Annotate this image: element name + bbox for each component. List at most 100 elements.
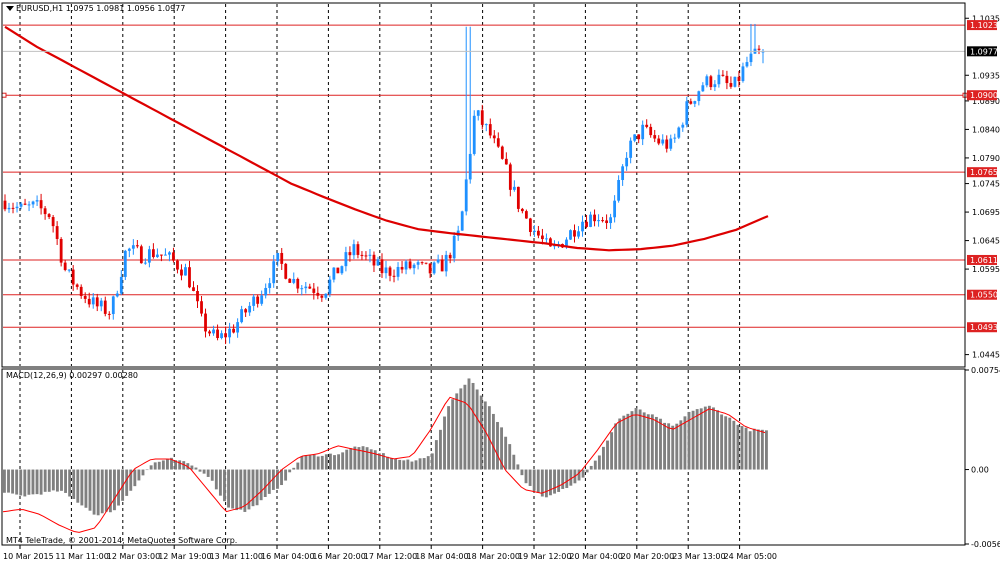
macd-histogram-bar bbox=[76, 469, 80, 503]
candle-body bbox=[95, 297, 99, 307]
price-tick-label: 1.0745 bbox=[972, 180, 1000, 189]
candle-body bbox=[460, 211, 464, 231]
macd-histogram-bar bbox=[377, 453, 381, 470]
candle-body bbox=[432, 262, 436, 274]
macd-histogram-bar bbox=[553, 469, 556, 494]
chart-menu-triangle-icon[interactable] bbox=[6, 6, 14, 11]
candle-body bbox=[701, 85, 705, 92]
macd-histogram-bar bbox=[394, 458, 398, 470]
macd-histogram-bar bbox=[463, 384, 467, 470]
macd-histogram-bar bbox=[210, 469, 214, 481]
level-price-tag: 1.0550 bbox=[967, 289, 998, 300]
macd-histogram-bar bbox=[88, 469, 92, 511]
macd-histogram-bar bbox=[508, 444, 512, 470]
macd-histogram-bar bbox=[255, 469, 259, 506]
candle-body bbox=[641, 124, 645, 140]
candle-body bbox=[19, 203, 23, 207]
macd-histogram-bar bbox=[64, 469, 67, 493]
candle-body bbox=[468, 153, 472, 180]
candle-body bbox=[364, 255, 368, 257]
macd-histogram-bar bbox=[23, 469, 27, 497]
candle-body bbox=[549, 238, 552, 247]
candle-body bbox=[300, 288, 304, 290]
candle-body bbox=[47, 214, 51, 218]
candle-body bbox=[127, 248, 131, 251]
price-pane[interactable] bbox=[1, 23, 968, 345]
price-tick-label: 1.0890 bbox=[972, 97, 1000, 106]
candle-body bbox=[352, 244, 356, 256]
macd-histogram-bar bbox=[174, 460, 178, 470]
macd-histogram-bar bbox=[373, 450, 377, 470]
candle-body bbox=[264, 287, 268, 296]
macd-pane[interactable] bbox=[2, 378, 768, 533]
candle-body bbox=[733, 76, 737, 87]
macd-histogram-bar bbox=[141, 469, 145, 476]
candle-body bbox=[388, 267, 392, 276]
candle-body bbox=[188, 267, 191, 288]
macd-histogram-bar bbox=[357, 447, 361, 470]
time-tick-label: 16 Mar 04:00 bbox=[261, 552, 314, 561]
candle-body bbox=[284, 263, 288, 279]
macd-histogram-bar bbox=[720, 414, 724, 470]
macd-histogram-bar bbox=[7, 469, 10, 493]
macd-histogram-bar bbox=[577, 469, 581, 481]
candle-body bbox=[472, 115, 476, 154]
price-axis: 1.1035 1.0935 1.0890 1.0840 1.0790 1.0745 1.06… bbox=[965, 14, 1000, 360]
candle-body bbox=[119, 276, 123, 294]
macd-histogram-bar bbox=[654, 416, 658, 470]
watermark-text: MT4 TeleTrade, © 2001-2014, MetaQuotes S… bbox=[6, 536, 237, 545]
candle-body bbox=[448, 254, 452, 259]
candle-body bbox=[228, 328, 231, 338]
candle-body bbox=[657, 138, 661, 144]
macd-histogram-bar bbox=[125, 469, 129, 496]
macd-histogram-bar bbox=[178, 460, 182, 470]
macd-histogram-bar bbox=[328, 453, 332, 470]
price-tick-label: 1.0445 bbox=[972, 351, 1000, 360]
macd-histogram-bar bbox=[304, 455, 308, 470]
macd-histogram-bar bbox=[206, 469, 210, 477]
candle-body bbox=[577, 231, 580, 237]
macd-histogram-bar bbox=[667, 423, 671, 470]
candle-body bbox=[573, 230, 576, 237]
candle-body bbox=[400, 266, 404, 270]
macd-histogram-bar bbox=[748, 431, 752, 470]
candle-body bbox=[204, 313, 207, 332]
price-tick-label: 1.1035 bbox=[972, 14, 1000, 23]
candle-body bbox=[428, 263, 432, 274]
macd-histogram-bar bbox=[84, 469, 88, 508]
candle-body bbox=[151, 249, 155, 258]
candle-body bbox=[488, 124, 492, 136]
candle-body bbox=[368, 254, 372, 256]
macd-histogram-bar bbox=[47, 469, 51, 492]
macd-histogram-bar bbox=[223, 469, 226, 502]
macd-histogram-bar bbox=[589, 465, 593, 470]
macd-histogram-bar bbox=[153, 462, 157, 470]
horizontal-levels bbox=[1, 24, 968, 328]
macd-histogram-bar bbox=[622, 415, 626, 470]
macd-histogram-bar bbox=[606, 440, 609, 470]
macd-histogram-bar bbox=[699, 408, 703, 470]
macd-histogram-bar bbox=[361, 446, 365, 470]
macd-histogram-bar bbox=[504, 436, 508, 470]
candle-body bbox=[87, 298, 91, 305]
candle-body bbox=[143, 262, 147, 264]
macd-histogram-bar bbox=[194, 467, 198, 470]
macd-histogram-bar bbox=[15, 469, 19, 495]
macd-histogram-bar bbox=[68, 469, 72, 497]
candle-body bbox=[200, 301, 203, 314]
macd-histogram-bar bbox=[724, 416, 728, 470]
macd-histogram-bar bbox=[561, 469, 565, 489]
macd-histogram-bar bbox=[312, 454, 316, 470]
macd-histogram-bar bbox=[597, 455, 601, 470]
candle-body bbox=[15, 206, 19, 209]
macd-histogram-bar bbox=[365, 447, 369, 470]
macd-histogram-bar bbox=[593, 460, 597, 470]
candle-body bbox=[79, 286, 83, 296]
candle-body bbox=[156, 254, 159, 258]
macd-histogram-bar bbox=[614, 423, 618, 470]
macd-histogram-bar bbox=[369, 449, 373, 470]
candle-body bbox=[412, 264, 416, 269]
candle-body bbox=[316, 292, 320, 296]
